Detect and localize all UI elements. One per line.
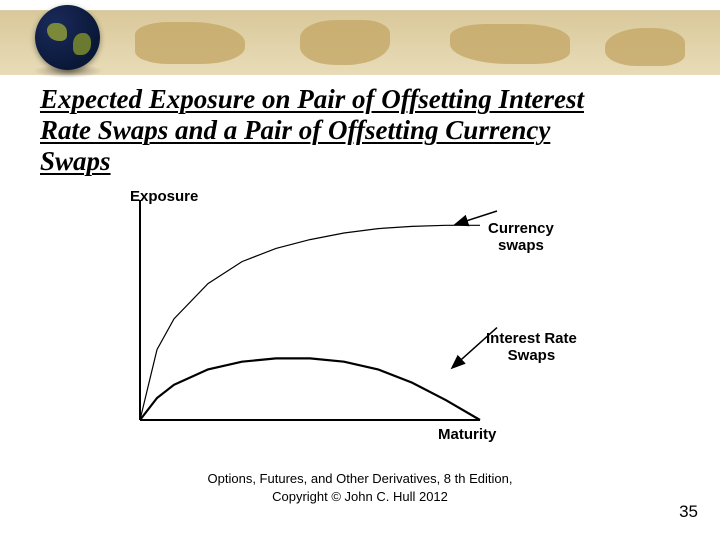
globe-icon xyxy=(35,5,100,70)
interest-rate-swaps-label: Interest Rate Swaps xyxy=(486,330,577,365)
currency-swaps-label: Currency swaps xyxy=(488,220,554,255)
map-decor xyxy=(450,24,570,64)
footer-line: Copyright © John C. Hull 2012 xyxy=(272,489,448,504)
label-text: Swaps xyxy=(508,347,556,364)
map-decor xyxy=(135,22,245,64)
slide-banner xyxy=(0,0,720,75)
map-decor xyxy=(300,20,390,65)
slide-title: Expected Exposure on Pair of Offsetting … xyxy=(40,84,600,177)
slide-footer: Options, Futures, and Other Derivatives,… xyxy=(0,470,720,505)
footer-line: Options, Futures, and Other Derivatives,… xyxy=(208,471,513,486)
exposure-chart xyxy=(140,200,480,420)
label-text: Currency xyxy=(488,220,554,237)
page-number: 35 xyxy=(679,502,698,522)
x-axis-label: Maturity xyxy=(438,426,496,443)
label-text: swaps xyxy=(498,237,544,254)
label-text: Interest Rate xyxy=(486,330,577,347)
chart-svg xyxy=(140,200,480,420)
map-decor xyxy=(605,28,685,66)
